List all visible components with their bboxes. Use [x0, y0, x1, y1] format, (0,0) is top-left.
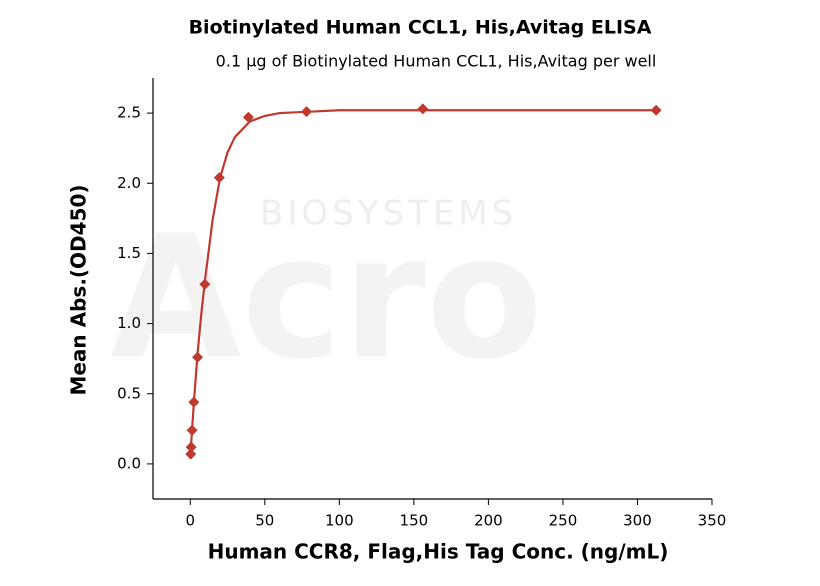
data-point: [650, 104, 662, 116]
data-point: [185, 441, 197, 453]
y-tick-label: 0.5: [117, 384, 141, 402]
watermark: Acro: [110, 199, 543, 397]
x-tick-label: 250: [549, 512, 578, 530]
y-tick-label: 1.5: [117, 244, 141, 262]
chart-title: Biotinylated Human CCL1, His,Avitag ELIS…: [189, 17, 652, 39]
data-point: [188, 396, 200, 408]
data-point: [242, 111, 254, 123]
x-tick-label: 100: [325, 512, 354, 530]
x-axis-label: Human CCR8, Flag,His Tag Conc. (ng/mL): [208, 540, 669, 564]
x-tick-label: 350: [698, 512, 727, 530]
y-tick-label: 2.0: [117, 174, 141, 192]
y-axis-label: Mean Abs.(OD450): [67, 184, 91, 395]
x-tick-label: 0: [185, 512, 195, 530]
x-tick-label: 150: [400, 512, 429, 530]
data-point: [417, 103, 429, 115]
chart-subtitle: 0.1 µg of Biotinylated Human CCL1, His,A…: [216, 52, 657, 71]
data-point: [213, 172, 225, 184]
watermark: BIOSYSTEMS: [260, 194, 517, 234]
data-point: [192, 351, 204, 363]
x-tick-label: 300: [623, 512, 652, 530]
x-tick-label: 200: [474, 512, 503, 530]
data-point: [185, 448, 197, 460]
x-tick-label: 50: [255, 512, 274, 530]
y-tick-label: 1.0: [117, 314, 141, 332]
y-tick-label: 2.5: [117, 104, 141, 122]
data-point: [301, 106, 313, 118]
data-point: [186, 424, 198, 436]
y-tick-label: 0.0: [117, 454, 141, 472]
data-point: [199, 278, 211, 290]
